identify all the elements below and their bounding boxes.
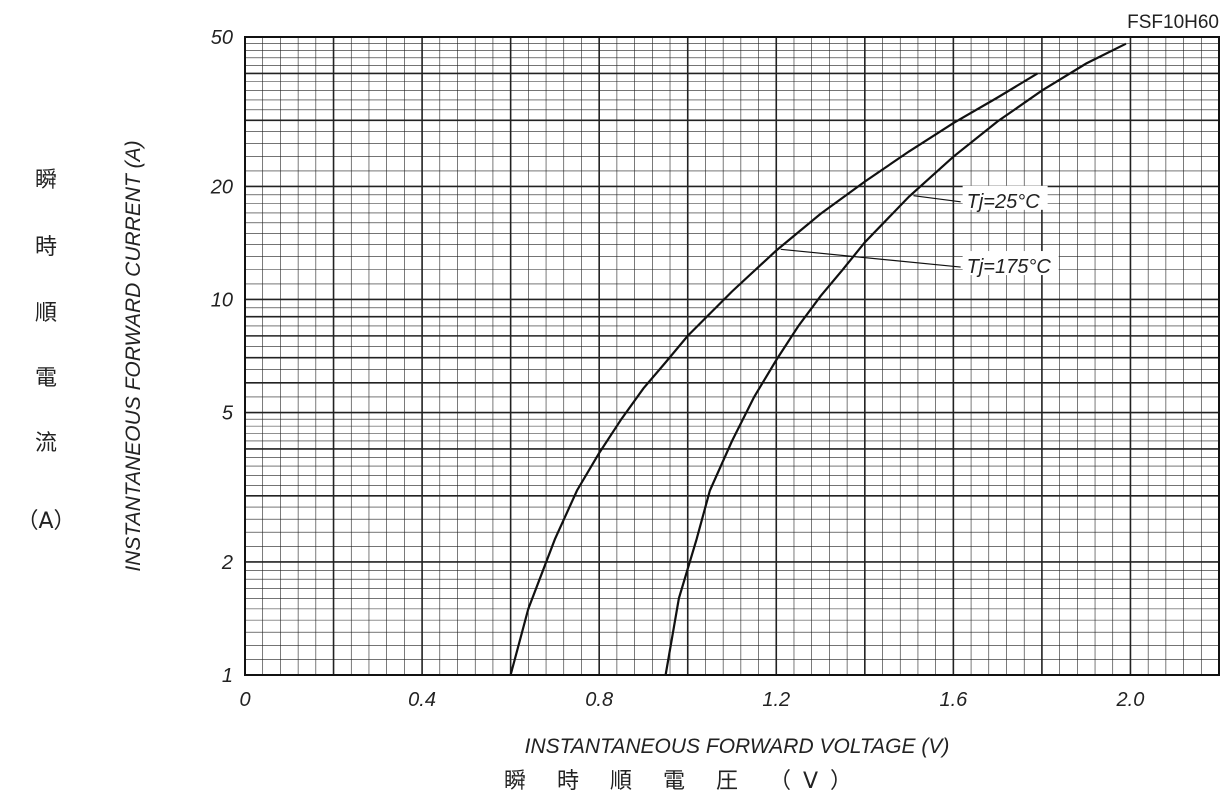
- y-tick-label: 10: [211, 289, 233, 311]
- y-tick-label: 5: [222, 403, 234, 425]
- x-tick-labels: 0 0.4 0.8 1.2 1.6 2.0: [239, 689, 1144, 711]
- y-tick-label: 1: [222, 665, 233, 687]
- y-tick-label: 20: [210, 176, 233, 198]
- y-axis-title-jp-char: 順: [35, 301, 57, 326]
- x-tick-label: 2.0: [1116, 689, 1145, 711]
- annotation-label-tj-25c: Tj=25°C: [967, 191, 1041, 213]
- y-tick-label: 2: [221, 552, 233, 574]
- plot-border: [244, 36, 1220, 676]
- part-number-label: FSF10H60: [1127, 12, 1219, 33]
- y-axis-title-jp-char: （A）: [16, 509, 75, 534]
- x-tick-label: 0.8: [585, 689, 613, 711]
- x-tick-label: 1.2: [762, 689, 790, 711]
- annotation-label-tj-175c: Tj=175°C: [967, 256, 1052, 278]
- x-axis-title-jp: 瞬 時 順 電 圧 （V）: [504, 769, 864, 794]
- annotation-label-bg: [962, 251, 1059, 276]
- y-axis-title-jp-char: 電: [35, 366, 57, 391]
- x-axis-title: INSTANTANEOUS FORWARD VOLTAGE (V): [525, 735, 950, 758]
- x-tick-label: 0.4: [408, 689, 436, 711]
- curves: [509, 42, 1127, 676]
- series-line-tj-175c: [509, 72, 1039, 676]
- series-line-tj-25c: [664, 42, 1127, 676]
- y-axis-title-jp-char: 時: [35, 235, 57, 260]
- y-axis-title-jp-char: 流: [35, 431, 57, 456]
- grid: [244, 37, 1220, 675]
- y-axis-title-jp-char: 瞬: [35, 168, 57, 193]
- annotation-label-bg: [962, 185, 1048, 210]
- y-tick-label: 50: [211, 27, 233, 49]
- x-tick-label: 0: [239, 689, 250, 711]
- annotation-leader: [913, 195, 961, 203]
- x-tick-label: 1.6: [939, 689, 968, 711]
- y-tick-labels: 1 2 5 10 20 50: [210, 27, 234, 687]
- y-axis-title: INSTANTANEOUS FORWARD CURRENT (A): [122, 140, 145, 571]
- annotations: Tj=25°C Tj=175°C: [780, 185, 1059, 278]
- annotation-leader: [780, 248, 961, 268]
